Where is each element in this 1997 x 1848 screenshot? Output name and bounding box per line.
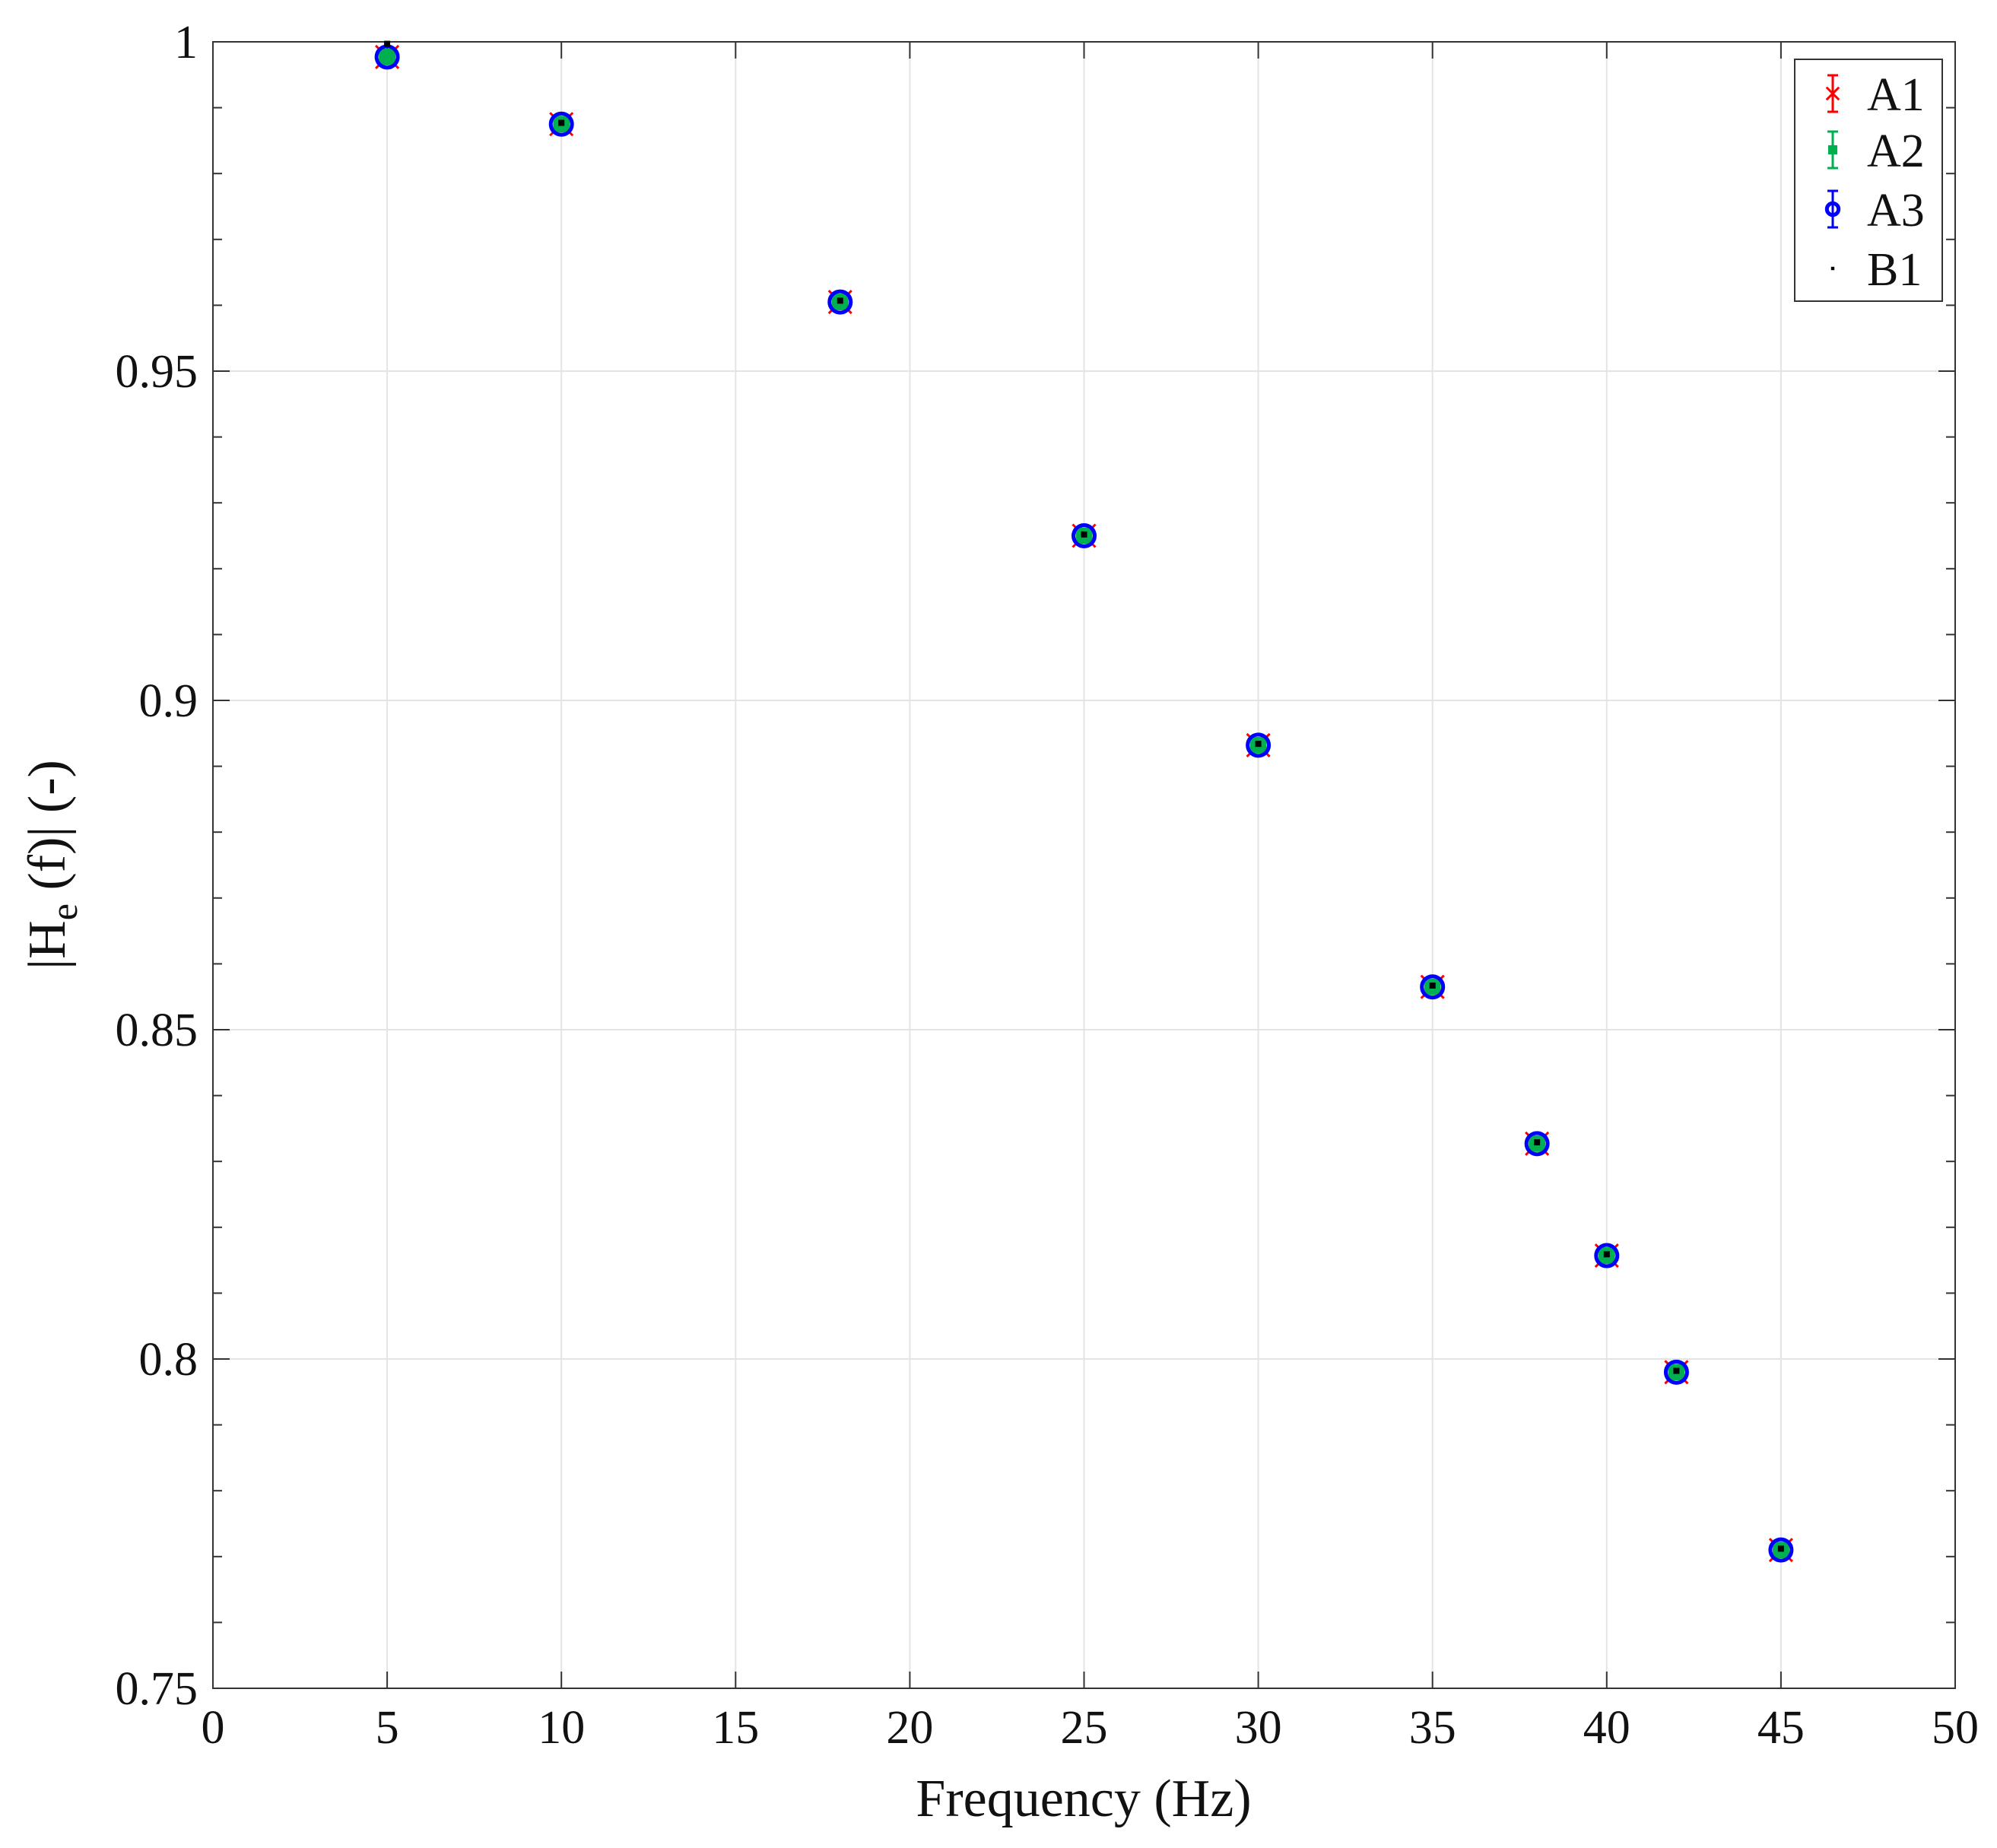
data-point-a2 (379, 48, 396, 65)
x-tick-label: 15 (712, 1702, 759, 1754)
a2-marker-square (1827, 144, 1838, 155)
b1-marker-square (1255, 741, 1262, 748)
axis-ticks (212, 41, 1956, 1689)
x-tick-label: 20 (886, 1702, 933, 1754)
b1-marker-square (1673, 1367, 1680, 1374)
a3-marker-circle (1663, 1359, 1689, 1385)
data-point-b1 (837, 297, 843, 304)
y-tick-label: 0.75 (116, 1663, 198, 1715)
legend-label: A3 (1867, 185, 1925, 237)
data-points (374, 40, 1794, 1563)
data-point-a3 (827, 289, 853, 315)
x-tick-label: 30 (1235, 1702, 1282, 1754)
x-tick-labels: 0 5 10 15 20 25 30 35 40 45 50 (202, 1702, 1980, 1754)
b1-marker-square (1534, 1139, 1541, 1146)
legend-entry-a3: A3 (1824, 185, 1925, 237)
a3-marker-circle (1524, 1131, 1550, 1157)
legend-label: A2 (1867, 125, 1925, 177)
b1-marker-square (1830, 266, 1835, 271)
data-point-a3 (1420, 974, 1446, 1000)
x-tick-label: 0 (202, 1702, 225, 1754)
data-point-b1 (1777, 1545, 1784, 1552)
data-point-a3 (1663, 1359, 1689, 1385)
y-tick-label: 0.95 (116, 346, 198, 398)
a3-marker-circle (1768, 1537, 1794, 1563)
b1-marker-square (1429, 982, 1436, 989)
a2-marker-square (379, 48, 396, 65)
legend-entry-b1: B1 (1830, 244, 1922, 296)
data-point-b1 (384, 40, 391, 47)
x-tick-label: 25 (1061, 1702, 1108, 1754)
y-tick-label: 1 (174, 17, 198, 68)
b1-marker-square (384, 40, 391, 47)
y-axis-title-suffix: (f)| (-) (18, 760, 77, 903)
data-point-b1 (1081, 531, 1087, 538)
x-tick-label: 45 (1757, 1702, 1805, 1754)
a3-marker-circle (827, 289, 853, 315)
x-tick-label: 50 (1932, 1702, 1979, 1754)
y-tick-labels: 0.75 0.8 0.85 0.9 0.95 1 (116, 17, 198, 1715)
x-tick-label: 10 (538, 1702, 585, 1754)
b1-marker-square (837, 297, 843, 304)
a1-marker-x-stroke (1825, 86, 1840, 101)
data-point-b1 (1673, 1367, 1680, 1374)
a3-marker-circle (1420, 974, 1446, 1000)
x-tick-label: 40 (1583, 1702, 1630, 1754)
data-point-a3 (1072, 523, 1097, 548)
x-tick-label: 35 (1409, 1702, 1456, 1754)
a3-marker-circle (1246, 732, 1272, 758)
legend-entry-a2: A2 (1827, 125, 1925, 177)
b1-marker-square (1777, 1545, 1784, 1552)
legend-box (1794, 59, 1943, 302)
data-point-a3 (1246, 732, 1272, 758)
data-point-b1 (1603, 1251, 1610, 1258)
legend-label: A1 (1867, 69, 1925, 121)
data-point-a3 (1594, 1243, 1620, 1269)
series-a3 (374, 44, 1794, 1563)
a3-marker-circle (1594, 1243, 1620, 1269)
data-point-b1 (1534, 1139, 1541, 1146)
legend-label: B1 (1867, 244, 1922, 296)
series-b1 (384, 40, 1784, 1552)
x-axis-title: Frequency (Hz) (916, 1770, 1251, 1828)
b1-marker-square (1081, 531, 1087, 538)
data-point-b1 (1255, 741, 1262, 748)
data-point-b1 (1429, 982, 1436, 989)
x-tick-label: 5 (376, 1702, 399, 1754)
b1-marker-square (558, 119, 565, 126)
y-axis-title: |He (f)| (-) (18, 760, 85, 970)
y-tick-label: 0.9 (139, 675, 198, 727)
data-point-a3 (1524, 1131, 1550, 1157)
legend-entry-a1: A1 (1825, 69, 1925, 121)
b1-marker-square (1603, 1251, 1610, 1258)
data-point-b1 (558, 119, 565, 126)
a3-marker-circle (1072, 523, 1097, 548)
data-point-a3 (1768, 1537, 1794, 1563)
y-tick-label: 0.8 (139, 1334, 198, 1386)
y-axis-title-subscript: e (43, 903, 85, 920)
data-point-a3 (548, 111, 574, 137)
a3-marker-circle (548, 111, 574, 137)
y-tick-label: 0.85 (116, 1005, 198, 1056)
a3-marker-circle (1824, 201, 1841, 218)
y-axis-title-prefix: |H (18, 920, 77, 970)
